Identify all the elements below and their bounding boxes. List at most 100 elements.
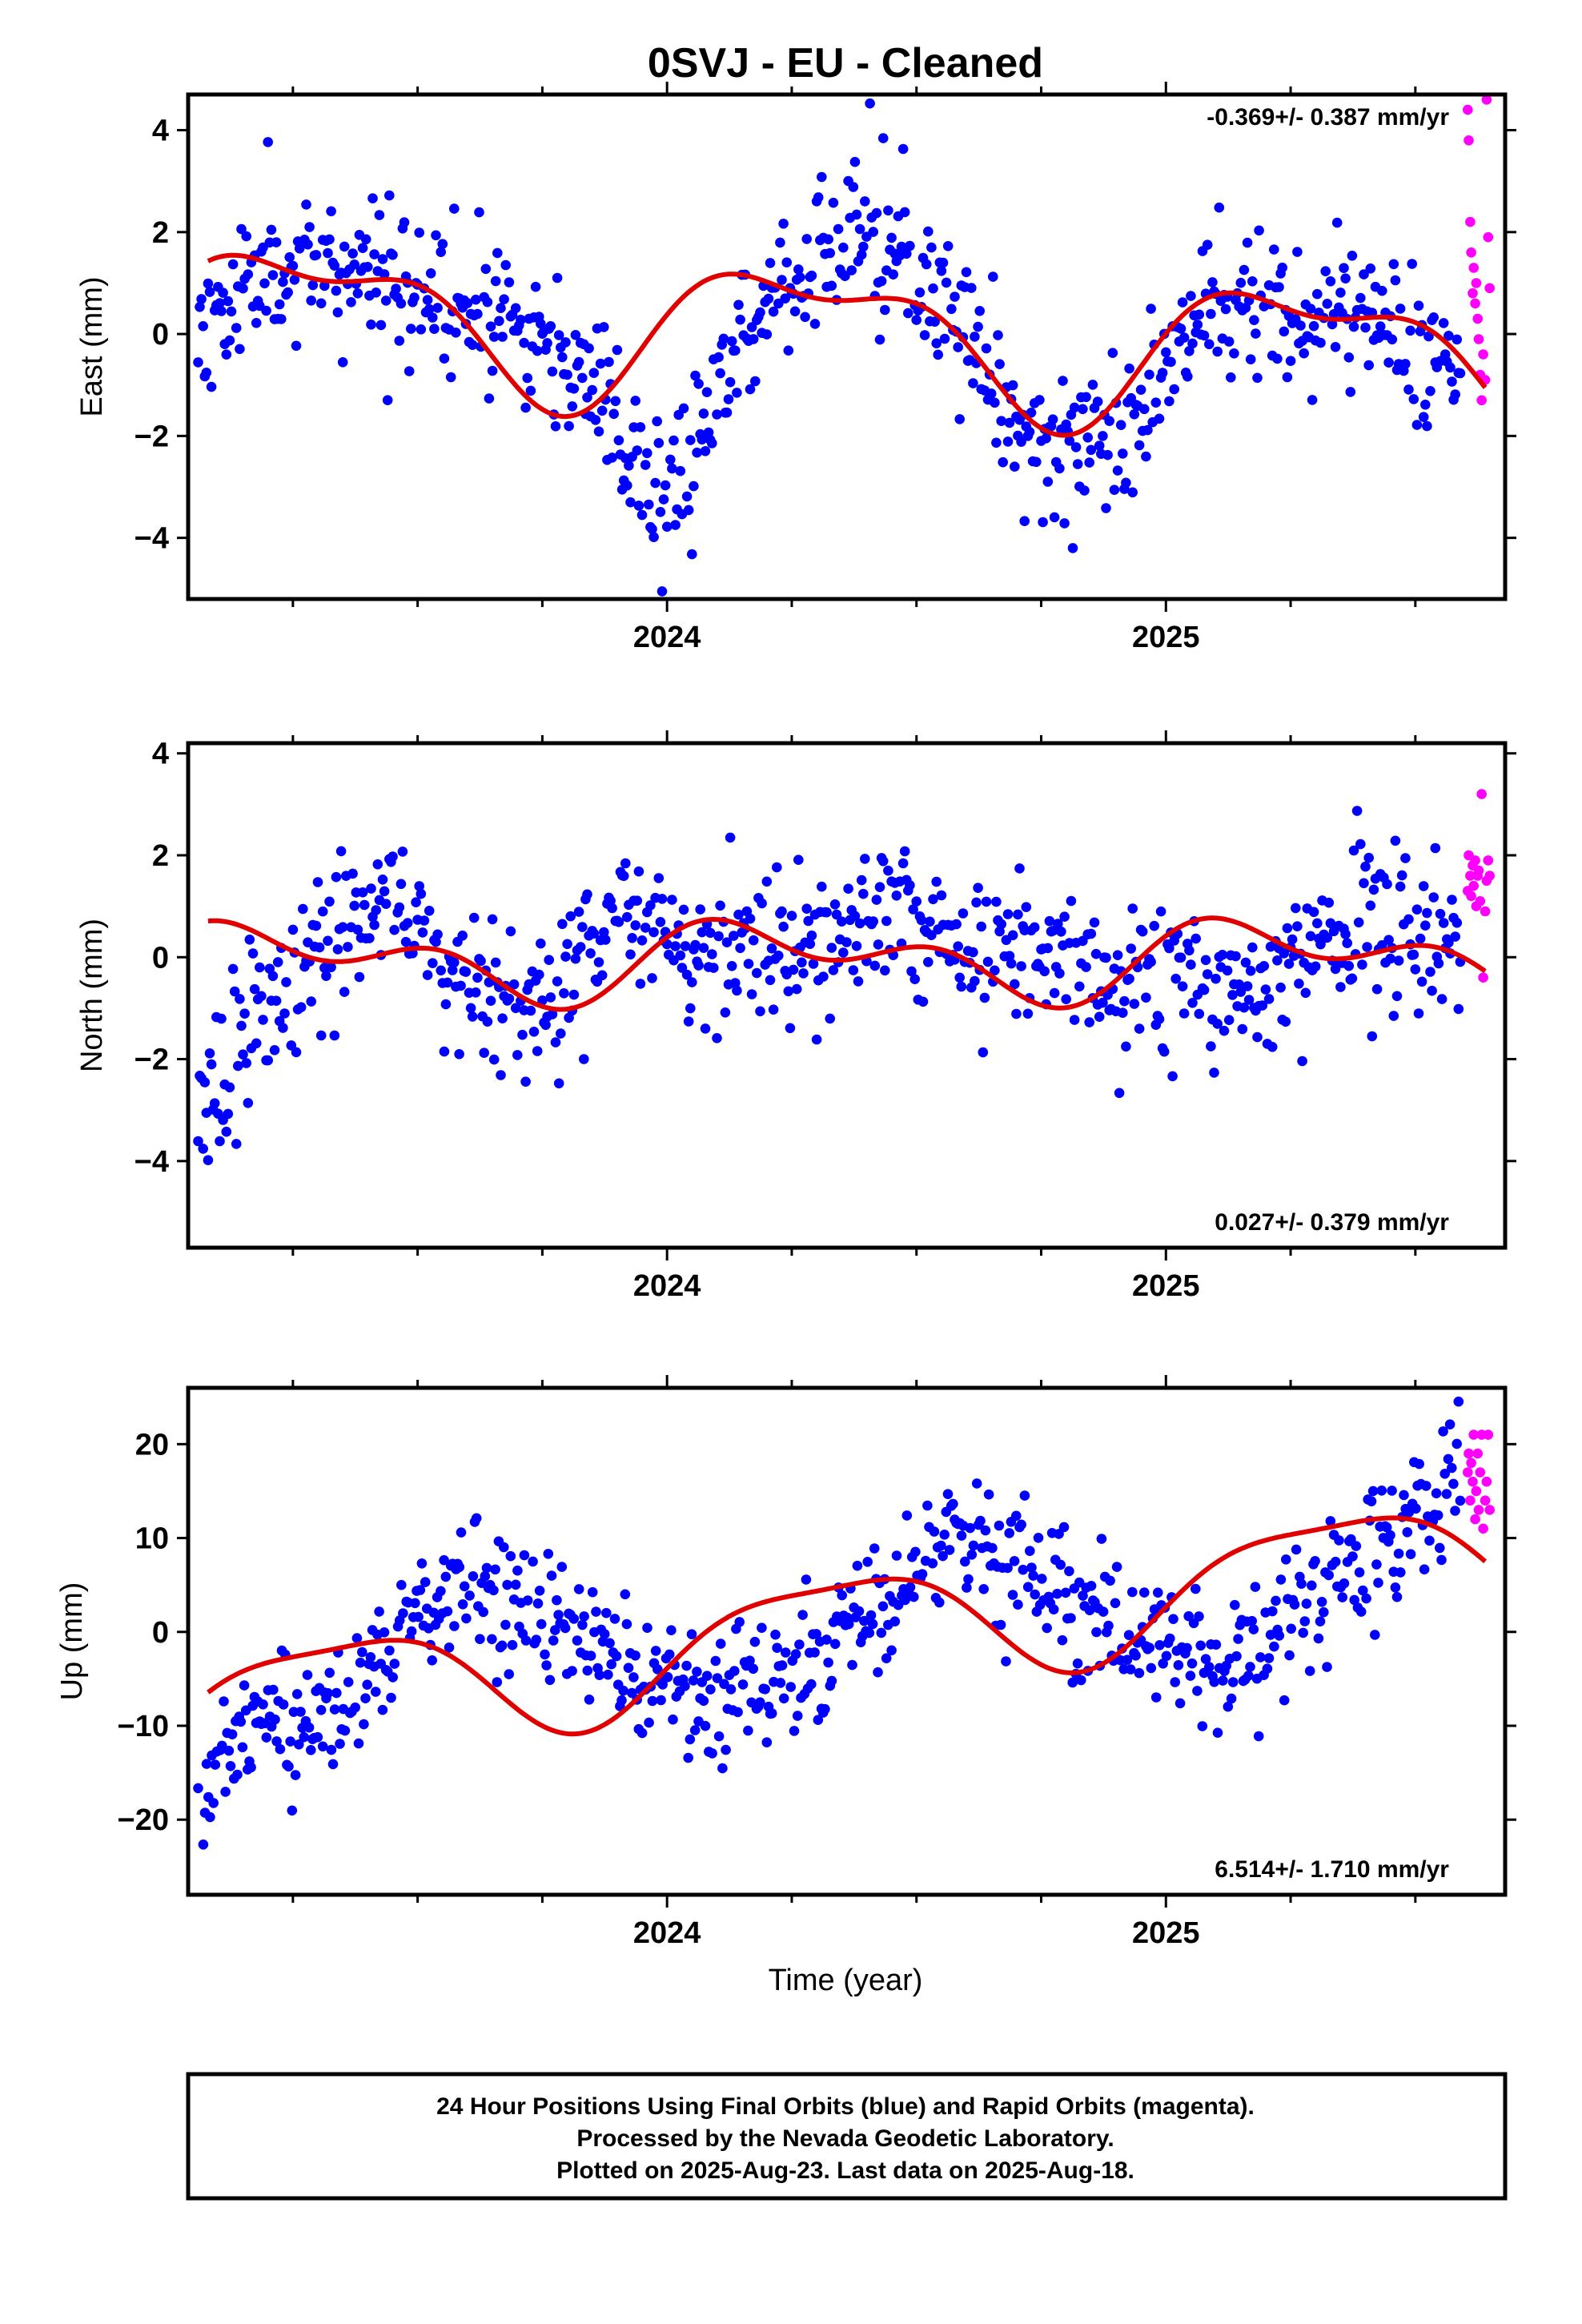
north-final-point xyxy=(1219,1025,1230,1036)
up-final-point xyxy=(312,1731,323,1743)
north-final-point xyxy=(729,931,739,941)
east-final-point xyxy=(380,296,391,306)
east-final-point xyxy=(883,205,893,216)
east-final-point xyxy=(1129,409,1140,420)
east-final-point xyxy=(687,549,697,560)
up-final-point xyxy=(587,1586,598,1598)
east-final-point xyxy=(871,207,882,219)
north-final-point xyxy=(926,930,937,940)
north-final-point xyxy=(1119,995,1130,1007)
north-final-point xyxy=(249,983,260,995)
east-final-point xyxy=(1277,262,1287,273)
east-final-point xyxy=(324,234,335,245)
east-final-point xyxy=(547,366,558,377)
up-final-point xyxy=(869,1543,880,1554)
up-final-point xyxy=(350,1702,361,1713)
north-final-point xyxy=(216,1013,227,1024)
east-final-point xyxy=(1058,376,1068,386)
north-final-point xyxy=(808,959,819,969)
up-final-point xyxy=(278,1699,289,1710)
up-final-point xyxy=(1060,1587,1071,1598)
north-rapid-point xyxy=(1470,855,1480,866)
north-final-point xyxy=(417,927,428,938)
north-final-point xyxy=(449,957,460,968)
north-final-point xyxy=(618,870,629,882)
north-final-point xyxy=(1239,1002,1250,1013)
east-rate-label: -0.369+/- 0.387 mm/yr xyxy=(1207,104,1449,131)
north-final-point xyxy=(1177,981,1188,991)
north-final-point xyxy=(1112,950,1123,960)
east-rapid-point xyxy=(1463,104,1473,115)
up-final-point xyxy=(499,1542,509,1553)
north-final-point xyxy=(272,957,283,967)
east-final-point xyxy=(462,298,473,308)
up-rapid-point xyxy=(1463,1467,1473,1478)
east-final-point xyxy=(530,281,541,292)
up-final-point xyxy=(905,1582,916,1593)
north-final-point xyxy=(1056,927,1066,937)
east-final-point xyxy=(1340,273,1351,284)
up-final-point xyxy=(1432,1510,1443,1521)
north-final-point xyxy=(231,1139,242,1149)
north-final-point xyxy=(908,904,918,915)
east-final-point xyxy=(278,276,288,287)
east-final-point xyxy=(1067,543,1078,553)
east-final-point xyxy=(693,379,704,389)
east-final-point xyxy=(1315,337,1326,348)
east-final-point xyxy=(622,480,632,491)
north-final-point xyxy=(389,924,400,935)
up-final-point xyxy=(978,1584,989,1594)
up-final-point xyxy=(1279,1695,1290,1706)
east-final-point xyxy=(203,278,214,289)
north-final-point xyxy=(528,1027,540,1037)
east-final-point xyxy=(1087,380,1098,390)
north-final-point xyxy=(497,1013,508,1023)
up-final-point xyxy=(1286,1623,1296,1634)
north-final-point xyxy=(627,933,637,943)
north-rapid-point xyxy=(1468,880,1479,891)
north-final-point xyxy=(667,895,677,905)
east-rapid-point xyxy=(1464,135,1474,146)
east-final-point xyxy=(1010,461,1020,472)
north-y-axis-label: North (mm) xyxy=(75,919,109,1072)
north-final-point xyxy=(460,967,472,977)
up-final-point xyxy=(1130,1651,1141,1661)
north-final-point xyxy=(697,927,708,938)
north-final-point xyxy=(329,1030,340,1041)
up-final-point xyxy=(386,1692,396,1703)
east-final-point xyxy=(557,352,568,363)
east-final-point xyxy=(746,322,757,332)
north-final-point xyxy=(193,1136,203,1147)
north-final-point xyxy=(793,854,804,865)
up-final-point xyxy=(1304,1666,1315,1676)
up-final-point xyxy=(1334,1535,1344,1546)
east-final-point xyxy=(349,259,360,270)
east-final-point xyxy=(713,352,724,363)
up-final-point xyxy=(1227,1677,1239,1687)
up-final-point xyxy=(1168,1614,1178,1624)
north-final-point xyxy=(1433,958,1444,969)
east-final-point xyxy=(500,259,511,271)
east-final-point xyxy=(877,133,889,143)
east-final-point xyxy=(1327,319,1338,330)
up-final-point xyxy=(968,1540,979,1551)
north-final-point xyxy=(255,962,265,973)
north-final-point xyxy=(562,939,572,950)
east-rapid-point xyxy=(1471,278,1482,288)
north-final-point xyxy=(295,1002,307,1012)
east-final-point xyxy=(1408,394,1419,404)
north-final-point xyxy=(1415,933,1426,944)
up-final-point xyxy=(644,1717,654,1728)
north-final-point xyxy=(1175,952,1186,963)
north-final-point xyxy=(1014,863,1025,874)
up-final-point xyxy=(785,1682,796,1692)
east-final-point xyxy=(204,287,215,297)
north-final-point xyxy=(1094,1011,1105,1022)
north-final-point xyxy=(1410,964,1421,975)
up-final-point xyxy=(963,1574,974,1585)
north-final-point xyxy=(788,964,799,975)
north-final-point xyxy=(1396,870,1407,881)
up-final-point xyxy=(1185,1671,1196,1681)
east-final-point xyxy=(1146,304,1156,314)
east-final-point xyxy=(1413,300,1424,312)
